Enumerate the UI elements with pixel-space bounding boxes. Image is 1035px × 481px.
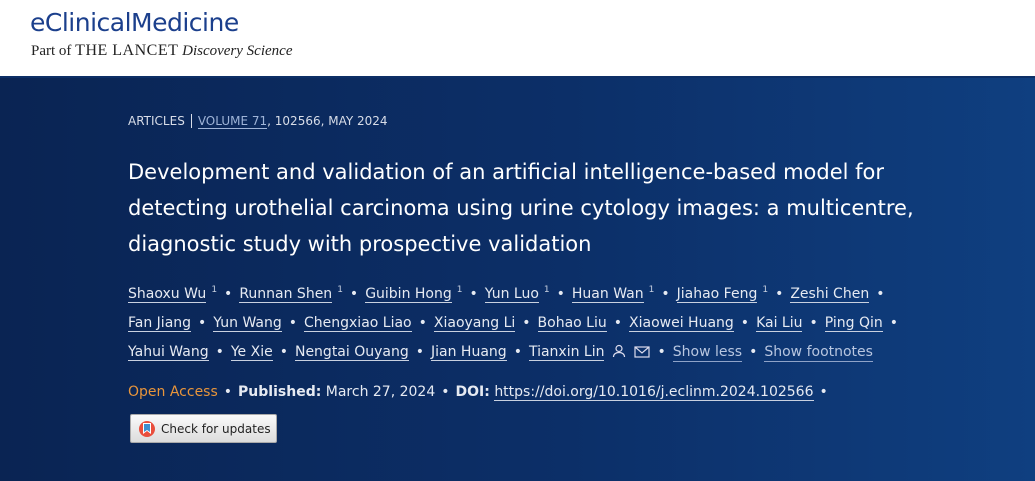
separator: •	[522, 314, 531, 331]
separator: •	[224, 285, 233, 302]
author-name[interactable]: Yahui Wang	[128, 343, 209, 361]
author-name[interactable]: Jiahao Feng	[676, 285, 758, 303]
author: Tianxin Lin	[528, 338, 651, 367]
author: Chengxiao Liao	[304, 309, 412, 338]
author: Yun Wang	[213, 309, 282, 338]
author: Jiahao Feng 1	[676, 276, 769, 309]
separator: •	[215, 343, 224, 360]
separator: •	[441, 384, 450, 400]
journal-name[interactable]: eClinicalMedicine	[30, 8, 239, 37]
author: Jian Huang	[431, 338, 507, 367]
author-name[interactable]: Zeshi Chen	[790, 285, 870, 303]
person-icon[interactable]	[612, 344, 626, 358]
separator: •	[876, 285, 885, 302]
crossmark-icon	[139, 420, 155, 437]
separator: •	[809, 314, 818, 331]
author-name[interactable]: Xiaoyang Li	[433, 314, 516, 332]
publication-info: Open Access • Published: March 27, 2024 • DO…	[128, 384, 834, 401]
author: Xiaowei Huang	[629, 309, 734, 338]
author: Kai Liu	[756, 309, 803, 338]
author-name[interactable]: Guibin Hong	[365, 285, 452, 303]
issue-info: , 102566, MAY 2024	[267, 114, 388, 128]
separator: •	[657, 343, 666, 360]
author-name[interactable]: Kai Liu	[756, 314, 803, 332]
separator: •	[288, 314, 297, 331]
author-name[interactable]: Jian Huang	[431, 343, 507, 361]
volume-link[interactable]: VOLUME 71	[197, 114, 268, 129]
author: Shaoxu Wu 1	[128, 276, 217, 309]
affiliation-mark[interactable]: 1	[762, 285, 769, 295]
separator: •	[613, 314, 623, 331]
author-name[interactable]: Tianxin Lin	[528, 343, 605, 361]
author-name[interactable]: Nengtai Ouyang	[294, 343, 409, 361]
author-name[interactable]: Runnan Shen	[239, 285, 333, 303]
affiliation-mark[interactable]: 1	[337, 285, 343, 295]
separator: •	[349, 285, 359, 302]
author-name[interactable]: Chengxiao Liao	[304, 314, 412, 332]
author: Bohao Liu	[537, 309, 607, 338]
author-name[interactable]: Shaoxu Wu	[128, 285, 207, 303]
separator: •	[223, 384, 233, 400]
check-updates-label: Check for updates	[161, 421, 271, 436]
author-list: Shaoxu Wu 1 • Runnan Shen 1 • Guibin Hong 1 • Yun…	[128, 276, 928, 367]
affiliation-mark[interactable]: 1	[648, 285, 655, 295]
author: Guibin Hong 1	[365, 276, 463, 309]
separator: •	[819, 384, 828, 400]
affiliation-mark[interactable]: 1	[211, 285, 218, 295]
check-updates-button[interactable]: Check for updates	[130, 414, 277, 443]
journal-affiliation: Part of THE LANCET Discovery Science	[31, 42, 292, 60]
author: Xiaoyang Li	[433, 309, 516, 338]
section: ARTICLES	[128, 114, 185, 128]
author-name[interactable]: Ye Xie	[230, 343, 273, 361]
separator: •	[198, 314, 207, 331]
author: Yahui Wang	[128, 338, 209, 367]
author: Huan Wan 1	[571, 276, 655, 309]
site-header: eClinicalMedicine Part of THE LANCET Dis…	[0, 0, 1035, 78]
discovery: Discovery Science	[182, 43, 293, 59]
separator: •	[415, 343, 425, 360]
author: Zeshi Chen	[790, 280, 870, 309]
separator: •	[513, 343, 522, 360]
lancet: THE LANCET	[75, 42, 179, 59]
article-meta: ARTICLES VOLUME 71, 102566, MAY 2024	[128, 114, 388, 129]
article-banner: ARTICLES VOLUME 71, 102566, MAY 2024 Deve…	[0, 78, 1035, 481]
show-less[interactable]: Show less	[672, 343, 743, 362]
author: Nengtai Ouyang	[294, 338, 409, 367]
separator: •	[556, 285, 565, 302]
author: Ping Qin	[824, 309, 883, 338]
open-access[interactable]: Open Access	[128, 384, 218, 400]
separator: •	[749, 343, 758, 360]
author-name[interactable]: Huan Wan	[571, 285, 644, 303]
separator: •	[279, 343, 288, 360]
author-name[interactable]: Bohao Liu	[537, 314, 607, 332]
published-label: Published:	[238, 384, 322, 400]
author-name[interactable]: Ping Qin	[824, 314, 883, 332]
show-footnotes[interactable]: Show footnotes	[764, 343, 873, 362]
mail-icon[interactable]	[634, 346, 651, 358]
author: Runnan Shen 1	[239, 276, 343, 309]
published-date: March 27, 2024	[325, 384, 436, 400]
separator: •	[740, 314, 750, 331]
author: Yun Luo 1	[484, 276, 550, 309]
part-of: Part of	[31, 43, 72, 59]
separator: •	[469, 285, 478, 302]
affiliation-mark[interactable]: 1	[456, 285, 463, 295]
separator: •	[889, 314, 899, 331]
author-name[interactable]: Yun Wang	[213, 314, 282, 332]
author-name[interactable]: Xiaowei Huang	[629, 314, 734, 332]
author-name[interactable]: Yun Luo	[484, 285, 539, 303]
doi-label: DOI:	[455, 384, 490, 400]
doi-link[interactable]: https://doi.org/10.1016/j.eclinm.2024.10…	[494, 384, 814, 401]
separator: •	[661, 285, 670, 302]
author-name[interactable]: Fan Jiang	[128, 314, 192, 332]
author: Ye Xie	[230, 338, 273, 367]
separator: •	[418, 314, 427, 331]
affiliation-mark[interactable]: 1	[543, 285, 550, 295]
separator: •	[775, 285, 784, 302]
article-title: Development and validation of an artific…	[128, 160, 914, 256]
author: Fan Jiang	[128, 309, 192, 338]
